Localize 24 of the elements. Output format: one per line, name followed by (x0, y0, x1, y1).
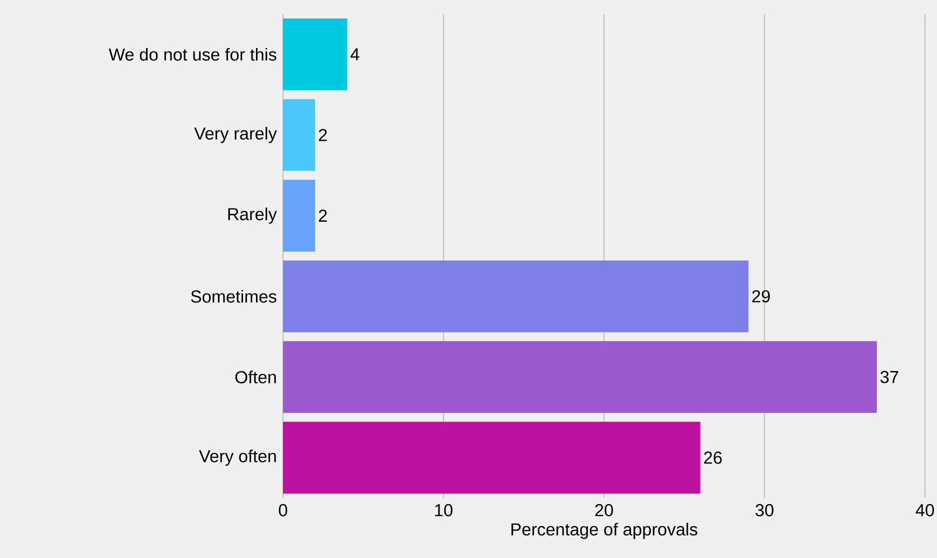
x-tick-label: 30 (756, 504, 774, 516)
x-axis-title: Percentage of approvals (511, 522, 698, 539)
data-label: 2 (318, 128, 327, 142)
bar (283, 341, 877, 413)
data-label: 2 (318, 210, 327, 222)
x-tick-label: 0 (278, 504, 288, 516)
y-tick-label: We do not use for this (108, 48, 276, 61)
y-tick-label: Very often (198, 450, 276, 466)
bar (283, 422, 700, 494)
bar (283, 260, 748, 332)
data-label: 29 (752, 290, 770, 302)
y-tick-label: Very rarely (194, 126, 277, 144)
bar (283, 18, 348, 90)
y-tick-label: Sometimes (191, 290, 276, 303)
x-tick-label: 40 (916, 504, 934, 516)
data-label: 4 (350, 48, 360, 60)
x-tick-label: 20 (595, 504, 613, 516)
y-tick-label: Rarely (228, 208, 277, 224)
x-tick-label: 10 (435, 504, 452, 516)
bar (283, 99, 316, 171)
y-tick-label: Often (235, 370, 276, 384)
data-label: 26 (704, 452, 722, 464)
bar (283, 180, 316, 252)
data-label: 37 (880, 370, 898, 384)
